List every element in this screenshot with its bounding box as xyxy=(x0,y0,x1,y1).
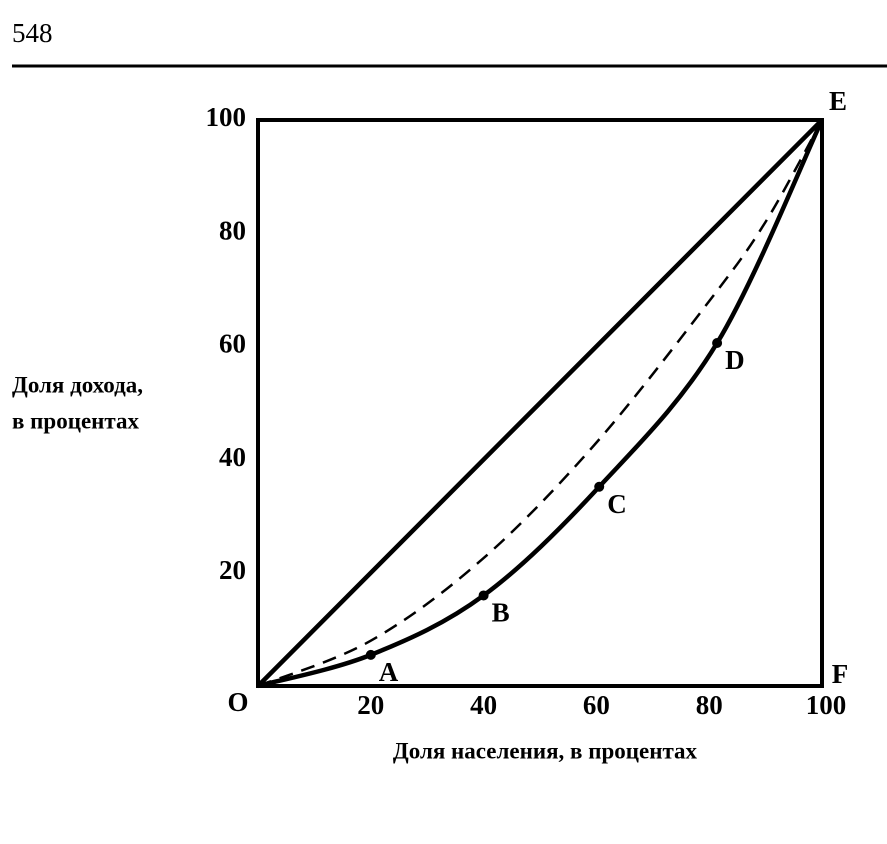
plot-frame xyxy=(256,118,824,688)
point-label: B xyxy=(492,598,510,628)
x-tick-label: 40 xyxy=(470,690,497,720)
page-number: 548 xyxy=(12,18,53,48)
y-tick-label: 20 xyxy=(219,555,246,585)
y-tick-label: 40 xyxy=(219,442,246,472)
x-tick-label: 100 xyxy=(806,690,847,720)
point-label: A xyxy=(379,657,399,687)
x-axis-label: Доля населения, в процентах xyxy=(393,738,698,763)
point-label: D xyxy=(725,345,745,375)
point-label: C xyxy=(607,489,627,519)
point-marker xyxy=(594,481,605,492)
corner-label: E xyxy=(829,86,847,116)
point-marker xyxy=(478,590,489,601)
x-tick-label: 60 xyxy=(583,690,610,720)
x-tick-label: 20 xyxy=(357,690,384,720)
y-axis-label: в процентах xyxy=(12,408,140,433)
y-tick-label: 60 xyxy=(219,329,246,359)
point-marker xyxy=(365,649,376,660)
point-marker xyxy=(712,338,723,349)
y-tick-label: 100 xyxy=(206,102,247,132)
corner-label: F xyxy=(832,659,849,689)
y-tick-label: 80 xyxy=(219,215,246,245)
x-tick-label: 80 xyxy=(696,690,723,720)
series-line xyxy=(256,118,824,688)
y-axis-label: Доля дохода, xyxy=(12,372,143,397)
series-line xyxy=(257,119,824,688)
corner-label: O xyxy=(227,687,248,717)
